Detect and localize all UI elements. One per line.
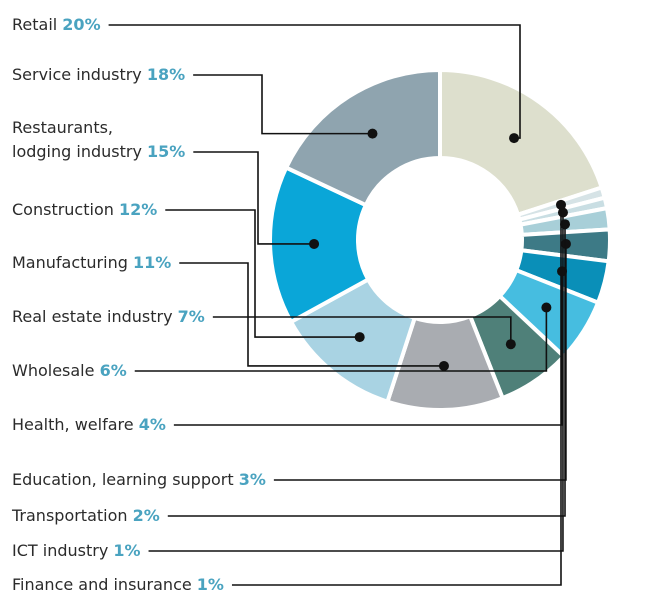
label-transportation: Transportation 2%	[11, 506, 160, 525]
value-label-transportation: 2%	[133, 506, 160, 525]
value-label-real-estate-industry: 7%	[178, 307, 205, 326]
label-service-industry: Service industry 18%	[12, 65, 185, 84]
label-finance-and-insurance: Finance and insurance 1%	[12, 575, 224, 593]
marker-dot-construction	[354, 332, 365, 343]
value-label-retail: 20%	[62, 15, 100, 34]
leader-line-transportation	[167, 224, 566, 517]
leader-line-education-learning-support	[273, 243, 567, 481]
leader-line-construction	[165, 209, 360, 338]
leader-line-group	[108, 24, 571, 586]
label-real-estate-industry: Real estate industry 7%	[12, 307, 205, 326]
marker-dot-wholesale	[541, 302, 552, 313]
value-label-wholesale: 6%	[100, 361, 127, 380]
value-label-health-welfare: 4%	[139, 415, 166, 434]
label-restaurants-lodging-industry: Restaurants, lodging industry 15%	[12, 118, 185, 161]
label-ict-industry: ICT industry 1%	[12, 541, 141, 560]
slice-group	[268, 67, 612, 412]
value-label-ict-industry: 1%	[113, 541, 140, 560]
label-wholesale: Wholesale 6%	[12, 361, 127, 380]
leader-line-ict-industry	[148, 212, 564, 552]
label-education-learning-support: Education, learning support 3%	[12, 470, 266, 489]
slice-retail	[438, 67, 605, 218]
leader-line-service-industry	[193, 74, 373, 135]
value-label-manufacturing: 11%	[133, 253, 171, 272]
marker-dot-restaurants-lodging-industry	[309, 238, 320, 249]
marker-dot-service-industry	[367, 128, 378, 139]
value-label-education-learning-support: 3%	[239, 470, 266, 489]
value-label-restaurants-lodging-industry: 15%	[147, 142, 185, 161]
label-group: Retail 20% Service industry 18% Restaurant…	[11, 15, 266, 593]
leader-line-finance-and-insurance	[231, 204, 562, 586]
leader-line-health-welfare	[173, 271, 563, 426]
label-construction: Construction 12%	[12, 200, 157, 219]
label-manufacturing: Manufacturing 11%	[12, 253, 171, 272]
leader-line-restaurants-lodging-industry	[193, 151, 315, 245]
marker-dot-finance-and-insurance	[555, 199, 566, 210]
marker-dot-manufacturing	[438, 360, 449, 371]
marker-dot-retail	[509, 133, 520, 144]
label-health-welfare: Health, welfare 4%	[12, 415, 166, 434]
leader-line-real-estate-industry	[212, 316, 512, 345]
marker-dot-real-estate-industry	[505, 339, 516, 350]
value-label-service-industry: 18%	[147, 65, 185, 84]
leader-line-wholesale	[134, 307, 548, 372]
slice-service-industry	[283, 67, 442, 208]
label-retail: Retail 20%	[12, 15, 101, 34]
value-label-finance-and-insurance: 1%	[197, 575, 224, 593]
value-label-construction: 12%	[119, 200, 157, 219]
leader-line-manufacturing	[179, 262, 444, 367]
